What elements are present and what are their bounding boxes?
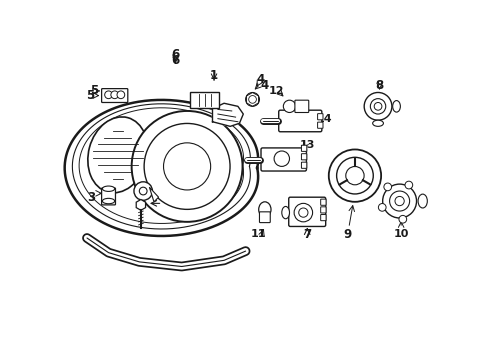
FancyBboxPatch shape: [301, 145, 306, 152]
Circle shape: [328, 149, 380, 202]
Circle shape: [293, 203, 312, 222]
FancyBboxPatch shape: [102, 188, 115, 205]
FancyBboxPatch shape: [320, 207, 325, 213]
FancyBboxPatch shape: [278, 110, 321, 132]
Text: 1: 1: [209, 69, 218, 82]
Ellipse shape: [102, 186, 115, 192]
Circle shape: [389, 191, 409, 211]
Ellipse shape: [392, 100, 400, 112]
Circle shape: [336, 157, 372, 194]
Circle shape: [245, 93, 259, 106]
Circle shape: [378, 203, 386, 211]
FancyBboxPatch shape: [301, 154, 306, 160]
FancyBboxPatch shape: [102, 89, 127, 103]
Circle shape: [345, 166, 364, 185]
Circle shape: [369, 99, 385, 114]
Polygon shape: [136, 199, 145, 210]
FancyBboxPatch shape: [320, 215, 325, 221]
Circle shape: [274, 151, 289, 166]
Text: 14: 14: [316, 114, 331, 123]
Circle shape: [394, 197, 404, 206]
Ellipse shape: [258, 202, 270, 217]
Text: 11: 11: [250, 229, 266, 239]
Circle shape: [111, 91, 118, 99]
Text: 9: 9: [343, 228, 351, 240]
Circle shape: [283, 100, 295, 112]
Circle shape: [404, 181, 412, 189]
Circle shape: [117, 91, 124, 99]
Text: 3: 3: [87, 192, 96, 204]
Circle shape: [134, 182, 152, 200]
FancyBboxPatch shape: [320, 199, 325, 205]
Text: 7: 7: [303, 228, 311, 240]
FancyBboxPatch shape: [190, 93, 219, 108]
Ellipse shape: [372, 120, 383, 126]
Text: 6: 6: [171, 54, 179, 67]
Text: 5: 5: [90, 85, 99, 98]
FancyBboxPatch shape: [301, 162, 306, 168]
Ellipse shape: [131, 111, 242, 222]
Circle shape: [382, 184, 416, 218]
FancyBboxPatch shape: [317, 122, 323, 128]
FancyBboxPatch shape: [317, 114, 323, 120]
Circle shape: [139, 187, 147, 195]
Ellipse shape: [88, 117, 147, 193]
Circle shape: [398, 215, 406, 223]
FancyBboxPatch shape: [288, 197, 325, 226]
FancyBboxPatch shape: [261, 148, 306, 171]
FancyBboxPatch shape: [259, 212, 270, 222]
Text: 6: 6: [171, 48, 179, 61]
Ellipse shape: [417, 194, 427, 208]
Text: 4: 4: [256, 73, 264, 86]
Text: 5: 5: [86, 89, 94, 102]
Circle shape: [104, 91, 112, 99]
Text: 13: 13: [299, 140, 314, 150]
Ellipse shape: [163, 143, 210, 190]
Circle shape: [364, 93, 391, 120]
FancyBboxPatch shape: [294, 100, 308, 112]
Circle shape: [298, 208, 307, 217]
Polygon shape: [212, 103, 243, 126]
Text: 12: 12: [268, 86, 284, 96]
Ellipse shape: [102, 198, 115, 204]
Circle shape: [373, 103, 381, 110]
Circle shape: [383, 183, 391, 191]
Text: 4: 4: [260, 79, 268, 92]
Text: 2: 2: [170, 197, 178, 210]
Text: 10: 10: [393, 229, 408, 239]
Ellipse shape: [144, 123, 229, 210]
Polygon shape: [149, 187, 158, 202]
Ellipse shape: [281, 206, 289, 219]
Text: 8: 8: [375, 79, 383, 92]
